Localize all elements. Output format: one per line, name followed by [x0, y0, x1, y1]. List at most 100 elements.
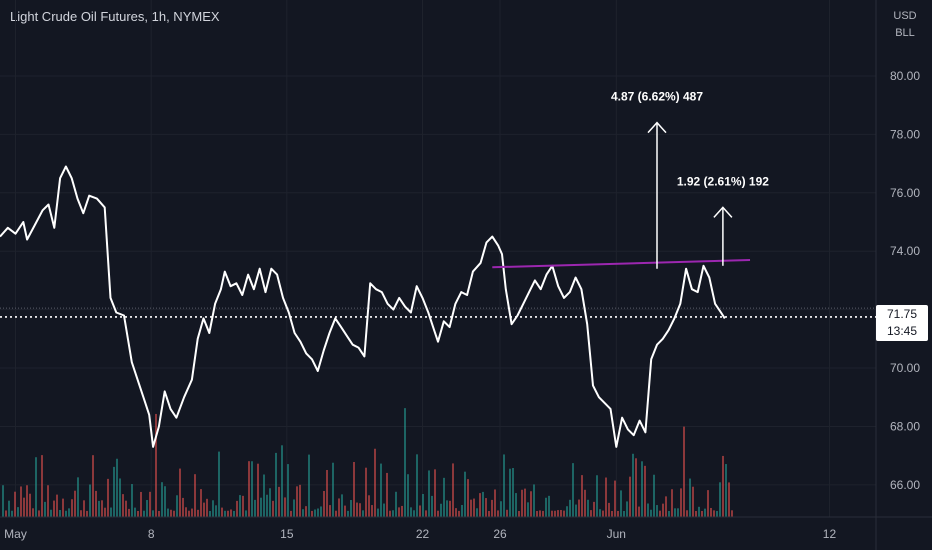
volume-bar [725, 464, 727, 517]
volume-bar [314, 509, 316, 517]
volume-bar [299, 484, 301, 517]
volume-bar [89, 484, 91, 517]
measure-label: 1.92 (2.61%) 192 [677, 174, 769, 188]
volume-bar [377, 508, 379, 517]
volume-bar [113, 466, 115, 517]
x-tick-label: 22 [416, 527, 430, 541]
volume-bar [353, 461, 355, 517]
volume-bar [119, 478, 121, 517]
volume-bar [215, 505, 217, 517]
currency-selector[interactable]: USD BLL [885, 8, 925, 42]
measure-arrow-head [713, 206, 733, 218]
y-tick-label: 80.00 [890, 69, 920, 83]
measure-label: 4.87 (6.62%) 487 [611, 90, 703, 104]
volume-bar [326, 469, 328, 517]
volume-bar [437, 510, 439, 517]
volume-bar [440, 503, 442, 517]
volume-bar [206, 498, 208, 517]
volume-histogram [2, 408, 733, 517]
volume-bar [236, 500, 238, 517]
volume-bar [455, 508, 457, 517]
volume-bar [269, 488, 271, 517]
volume-bar [404, 408, 406, 517]
volume-bar [74, 490, 76, 517]
volume-bar [53, 500, 55, 517]
volume-bar [104, 507, 106, 517]
volume-bar [449, 500, 451, 517]
volume-bar [629, 476, 631, 517]
volume-bar [371, 505, 373, 517]
volume-bar [62, 498, 64, 517]
volume-bar [692, 486, 694, 517]
volume-bar [17, 507, 19, 517]
volume-bar [398, 507, 400, 517]
volume-bar [557, 510, 559, 517]
volume-bar [155, 413, 157, 517]
volume-bar [368, 495, 370, 517]
volume-bar [128, 508, 130, 517]
volume-bar [200, 489, 202, 517]
volume-bar [38, 510, 40, 517]
volume-bar [680, 488, 682, 517]
volume-bar [551, 510, 553, 517]
volume-bar [611, 511, 613, 517]
volume-bar [494, 489, 496, 517]
volume-bar [395, 491, 397, 517]
volume-bar [509, 468, 511, 517]
volume-bar [146, 500, 148, 517]
volume-bar [167, 508, 169, 517]
volume-bar [14, 491, 16, 517]
volume-bar [419, 505, 421, 517]
volume-bar [116, 458, 118, 517]
volume-bar [80, 510, 82, 517]
volume-bar [677, 508, 679, 517]
volume-bar [266, 494, 268, 517]
volume-bar [317, 508, 319, 517]
volume-bar [578, 499, 580, 517]
volume-bar [2, 485, 4, 517]
volume-bar [242, 495, 244, 517]
volume-bar [713, 510, 715, 517]
x-tick-label: 8 [148, 527, 155, 541]
volume-bar [644, 465, 646, 517]
volume-bar [356, 502, 358, 517]
volume-bar [287, 464, 289, 517]
grid [0, 0, 876, 517]
volume-bar [44, 501, 46, 517]
volume-bar [665, 496, 667, 517]
x-tick-label: Jun [607, 527, 626, 541]
volume-bar [92, 455, 94, 517]
volume-bar [401, 505, 403, 517]
volume-bar [149, 491, 151, 517]
volume-bar [659, 510, 661, 517]
volume-bar [662, 503, 664, 517]
volume-bar [584, 489, 586, 517]
volume-bar [296, 486, 298, 517]
volume-bar [719, 482, 721, 517]
volume-bar [386, 472, 388, 517]
volume-bar [56, 494, 58, 517]
volume-bar [170, 509, 172, 517]
volume-bar [350, 500, 352, 517]
volume-bar [671, 489, 673, 517]
volume-bar [722, 455, 724, 517]
volume-bar [308, 454, 310, 517]
volume-bar [410, 507, 412, 517]
chart-title: Light Crude Oil Futures, 1h, NYMEX [10, 9, 220, 24]
volume-bar [197, 509, 199, 517]
volume-bar [599, 509, 601, 517]
volume-bar [488, 511, 490, 517]
volume-bar [626, 501, 628, 517]
volume-bar [536, 510, 538, 517]
volume-bar [179, 468, 181, 517]
volume-bar [560, 509, 562, 517]
volume-bar [641, 461, 643, 517]
volume-bar [422, 493, 424, 517]
price-series-line [0, 165, 726, 448]
volume-bar [137, 510, 139, 517]
volume-bar [605, 477, 607, 517]
y-tick-label: 68.00 [890, 419, 920, 433]
volume-bar [110, 507, 112, 517]
volume-bar [347, 510, 349, 517]
